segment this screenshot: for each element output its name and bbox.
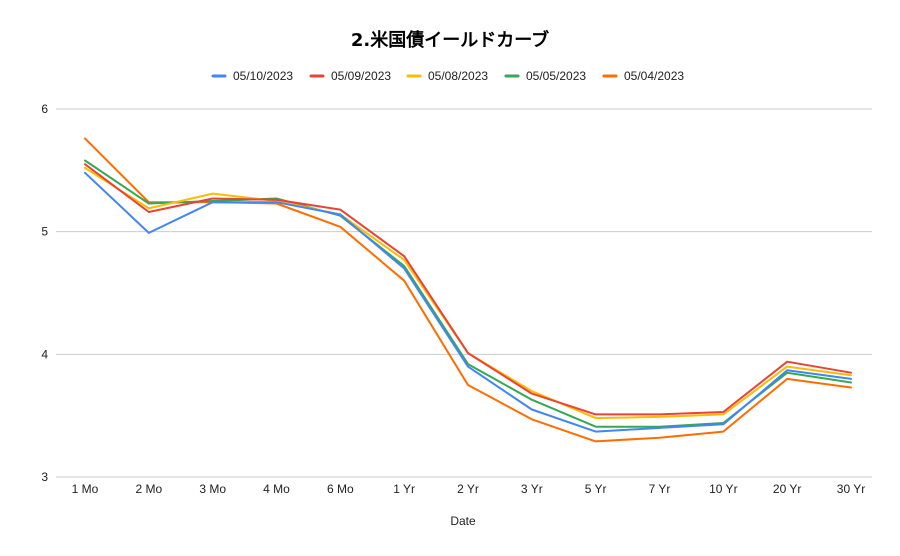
x-tick-label: 3 Yr [521, 482, 543, 496]
y-axis-ticks: 3 4 5 6 [41, 102, 48, 484]
x-tick-label: 2 Mo [135, 482, 162, 496]
x-tick-label: 30 Yr [837, 482, 865, 496]
legend-item[interactable]: 05/08/2023 [406, 69, 488, 83]
chart-title: 2.米国債イールドカーブ [351, 29, 549, 51]
gridlines [56, 108, 872, 478]
x-tick-label: 4 Mo [263, 482, 290, 496]
legend-label: 05/10/2023 [233, 69, 293, 83]
x-tick-label: 6 Mo [327, 482, 354, 496]
y-tick-label: 3 [41, 470, 48, 484]
series-line [84, 163, 852, 416]
legend-item[interactable]: 05/05/2023 [504, 69, 586, 83]
series-lines [84, 137, 852, 443]
x-tick-label: 2 Yr [457, 482, 479, 496]
x-tick-label: 5 Yr [585, 482, 607, 496]
x-tick-label: 20 Yr [773, 482, 801, 496]
x-axis-ticks: 1 Mo 2 Mo 3 Mo 4 Mo 6 Mo 1 Yr 2 Yr 3 Yr 5 Yr 7 Yr… [72, 482, 866, 496]
series-line [84, 137, 852, 443]
legend-label: 05/08/2023 [428, 69, 488, 83]
x-axis-title: Date [450, 514, 476, 528]
legend: 05/10/2023 05/09/2023 05/08/2023 05/05/2023… [211, 69, 684, 83]
y-tick-label: 5 [41, 225, 48, 239]
x-tick-label: 3 Mo [199, 482, 226, 496]
x-tick-label: 1 Mo [72, 482, 99, 496]
x-tick-label: 1 Yr [393, 482, 415, 496]
legend-label: 05/04/2023 [624, 69, 684, 83]
legend-item[interactable]: 05/10/2023 [211, 69, 293, 83]
legend-item[interactable]: 05/04/2023 [602, 69, 684, 83]
y-tick-label: 6 [41, 102, 48, 116]
series-line [84, 171, 852, 433]
legend-label: 05/05/2023 [526, 69, 586, 83]
series-line [84, 166, 852, 420]
legend-label: 05/09/2023 [331, 69, 391, 83]
legend-item[interactable]: 05/09/2023 [309, 69, 391, 83]
x-tick-label: 10 Yr [709, 482, 737, 496]
y-tick-label: 4 [41, 347, 48, 361]
x-tick-label: 7 Yr [649, 482, 671, 496]
